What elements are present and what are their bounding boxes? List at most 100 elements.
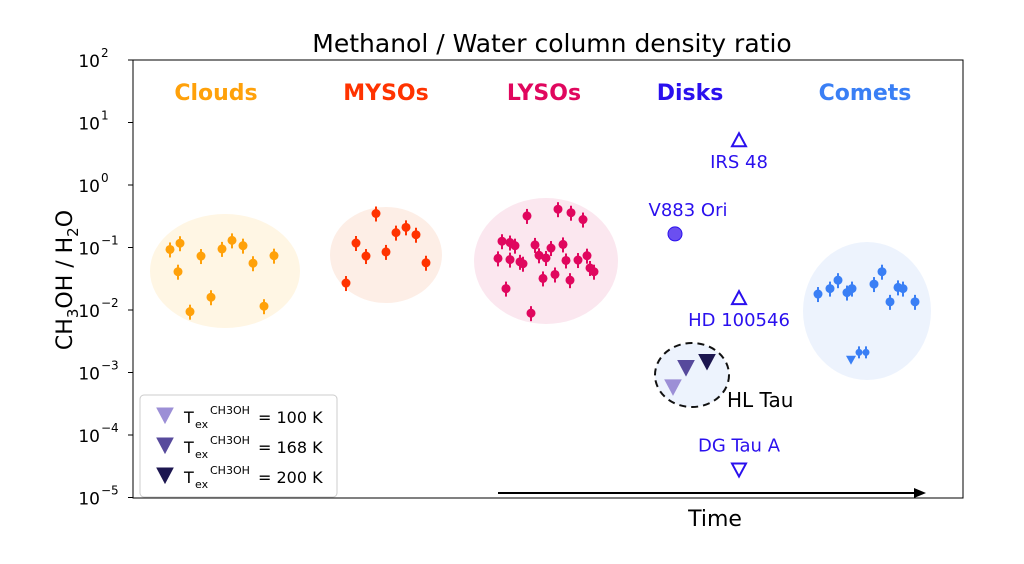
y-tick-exponent: 0 <box>101 171 109 185</box>
data-point <box>185 307 195 317</box>
data-point <box>885 297 895 307</box>
disk-v883-ori-marker <box>667 226 683 242</box>
legend-symbol: T <box>183 408 194 427</box>
data-point <box>518 259 528 269</box>
data-point <box>582 251 592 261</box>
disk-irs-48-label: IRS 48 <box>710 152 768 173</box>
y-tick-label: 10 <box>78 365 100 385</box>
hl-tau-point-168K <box>677 360 695 377</box>
data-point <box>238 241 248 251</box>
legend-subscript: ex <box>195 418 209 431</box>
y-tick-exponent: −1 <box>101 234 119 248</box>
disk-v883-ori-label: V883 Ori <box>649 200 728 221</box>
y-tick-exponent: −4 <box>101 421 119 435</box>
data-point <box>248 258 258 268</box>
disk-hd-100546-label: HD 100546 <box>688 310 790 331</box>
y-tick-exponent: −2 <box>101 296 119 310</box>
data-point <box>855 348 863 356</box>
legend-marker <box>156 407 174 425</box>
data-point <box>497 236 507 246</box>
x-axis-label: Time <box>687 507 742 532</box>
disk-dg-tau-a-label: DG Tau A <box>698 436 781 457</box>
upper-limit-point <box>846 355 856 365</box>
y-tick-label: 10 <box>78 490 100 510</box>
data-point <box>411 230 421 240</box>
group-label-lysos: LYSOs <box>507 81 581 106</box>
legend-symbol: T <box>183 438 194 457</box>
data-point <box>813 289 823 299</box>
plot-frame <box>132 59 964 499</box>
y-tick-exponent: −5 <box>101 484 119 498</box>
data-point <box>173 267 183 277</box>
hl-tau-region <box>654 342 730 408</box>
data-point <box>565 275 575 285</box>
y-tick-label: 10 <box>78 302 100 322</box>
data-point <box>546 243 556 253</box>
data-point <box>589 267 599 277</box>
data-point <box>361 251 371 261</box>
data-point <box>381 247 391 257</box>
data-point <box>578 215 588 225</box>
group-region-comets <box>803 242 931 380</box>
y-tick-label: 10 <box>78 115 100 135</box>
y-tick-label: 10 <box>78 177 100 197</box>
data-point <box>573 255 583 265</box>
y-axis-label: CH3OH / H2O <box>53 210 82 350</box>
data-point <box>165 244 175 254</box>
y-tick-label: 10 <box>78 52 100 72</box>
legend-subscript: ex <box>195 448 209 461</box>
data-point <box>561 255 571 265</box>
data-point <box>227 235 237 245</box>
legend-marker <box>156 437 174 455</box>
y-tick-label: 10 <box>78 427 100 447</box>
data-point <box>526 308 536 318</box>
legend-symbol: T <box>183 468 194 487</box>
data-point <box>558 239 568 249</box>
data-point <box>371 208 381 218</box>
chart-title: Methanol / Water column density ratio <box>312 29 791 58</box>
data-point <box>206 292 216 302</box>
y-tick-exponent: −3 <box>101 359 119 373</box>
data-point <box>269 251 279 261</box>
data-point <box>501 284 511 294</box>
data-point <box>534 250 544 260</box>
legend-subscript: ex <box>195 478 209 491</box>
data-point <box>833 275 843 285</box>
data-point <box>341 278 351 288</box>
data-point <box>538 273 548 283</box>
y-tick-exponent: 2 <box>101 46 109 60</box>
legend-superscript: CH3OH <box>210 464 250 477</box>
data-point <box>505 255 515 265</box>
group-label-mysos: MYSOs <box>343 81 428 106</box>
data-point <box>522 211 532 221</box>
disk-dg-tau-a-marker <box>730 462 748 479</box>
legend-entry: = 200 K <box>258 468 323 487</box>
legend-marker <box>156 467 174 485</box>
data-point <box>421 258 431 268</box>
group-region-clouds <box>150 214 300 328</box>
data-point <box>877 267 887 277</box>
data-point <box>401 222 411 232</box>
data-point <box>847 284 857 294</box>
time-arrow-head <box>914 488 926 498</box>
group-label-clouds: Clouds <box>174 81 257 106</box>
hl-tau-label: HL Tau <box>727 388 793 412</box>
legend-entry: = 100 K <box>258 408 323 427</box>
data-point <box>510 241 520 251</box>
data-point <box>541 253 551 263</box>
data-point <box>869 279 879 289</box>
data-point <box>550 269 560 279</box>
data-point <box>566 208 576 218</box>
y-tick-exponent: 1 <box>101 109 109 123</box>
data-point <box>493 253 503 263</box>
y-tick-label: 10 <box>78 240 100 260</box>
data-point <box>898 284 908 294</box>
data-point <box>196 251 206 261</box>
data-point <box>175 238 185 248</box>
legend-superscript: CH3OH <box>210 434 250 447</box>
hl-tau-point-100K <box>664 379 682 396</box>
legend-entry: = 168 K <box>258 438 323 457</box>
data-point <box>351 238 361 248</box>
